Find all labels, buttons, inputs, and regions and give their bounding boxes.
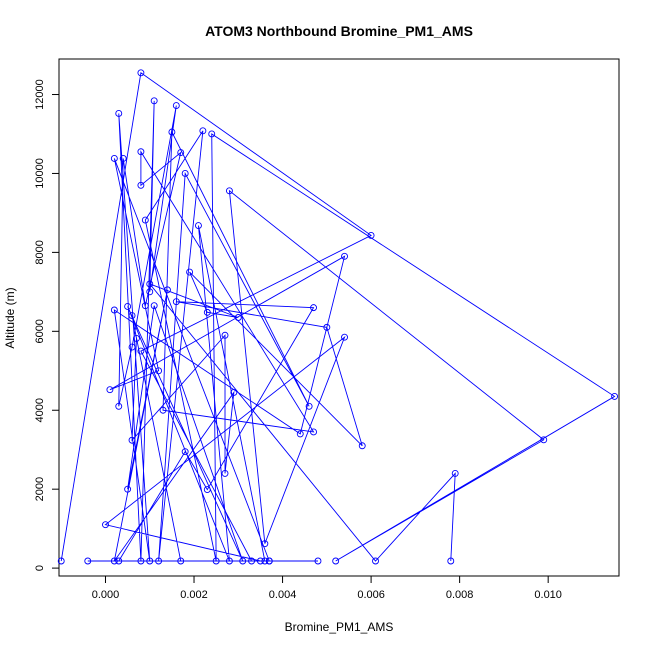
data-point [172, 298, 180, 306]
x-tick-label: 0.000 [92, 589, 120, 601]
data-point [203, 486, 211, 494]
data-point [234, 314, 242, 321]
chart-title: ATOM3 Northbound Bromine_PM1_AMS [205, 23, 473, 39]
data-point [124, 303, 132, 310]
y-axis-label: Altitude (m) [3, 287, 17, 348]
data-point [341, 252, 348, 260]
data-point [137, 181, 145, 189]
data-point [314, 557, 322, 565]
data-point [137, 69, 145, 77]
data-point [203, 308, 211, 316]
data-point [256, 557, 264, 565]
data-point [128, 343, 136, 351]
y-tick-label: 8000 [34, 240, 46, 264]
data-point [150, 302, 158, 310]
data-point [102, 521, 109, 529]
data-point [221, 331, 229, 339]
data-point [212, 557, 220, 565]
data-point [341, 333, 348, 341]
data-point [137, 557, 145, 565]
x-tick-label: 0.006 [357, 589, 385, 601]
data-point [159, 406, 167, 414]
x-tick-label: 0.010 [534, 589, 562, 601]
y-tick-label: 6000 [34, 319, 46, 343]
x-axis-label: Bromine_PM1_AMS [285, 620, 394, 634]
data-point [447, 557, 455, 565]
data-point [155, 367, 163, 375]
data-point [106, 386, 114, 394]
data-point [194, 222, 202, 230]
data-point [239, 557, 247, 565]
data-point [128, 312, 136, 319]
data-point [230, 389, 238, 396]
data-point [137, 347, 145, 355]
data-point [323, 323, 331, 331]
data-point [199, 127, 207, 135]
data-point [146, 288, 154, 296]
y-tick-label: 12000 [34, 79, 46, 110]
series-points [57, 69, 619, 565]
data-point [110, 154, 118, 162]
data-point [141, 302, 149, 310]
data-point [310, 428, 317, 436]
data-point [265, 557, 273, 565]
data-point [110, 557, 118, 565]
data-point [310, 304, 317, 312]
data-point [332, 557, 340, 565]
data-point [115, 557, 123, 565]
data-point [221, 469, 229, 477]
data-point [261, 540, 269, 548]
data-point [110, 306, 118, 314]
data-point [57, 557, 65, 565]
data-point [181, 169, 189, 177]
data-point [119, 154, 127, 162]
data-point [115, 110, 123, 117]
data-point [115, 402, 123, 410]
data-point [84, 557, 92, 565]
data-point [150, 97, 158, 105]
data-point [146, 557, 154, 565]
data-point [164, 286, 171, 294]
y-tick-label: 0 [34, 565, 46, 571]
data-point [141, 216, 149, 224]
data-point [358, 442, 366, 450]
data-point [540, 436, 548, 444]
data-point [133, 334, 140, 342]
data-point [372, 557, 379, 565]
data-point [208, 130, 216, 138]
data-point [611, 392, 619, 400]
data-point [155, 557, 163, 565]
y-tick-label: 2000 [34, 477, 46, 501]
x-tick-label: 0.008 [446, 589, 474, 601]
series-line [60, 72, 616, 562]
data-point [225, 557, 233, 565]
y-axis: 0 2000 4000 6000 8000 10000 12000 [34, 79, 60, 571]
data-point [451, 469, 459, 477]
data-point [146, 280, 154, 288]
x-axis: 0.000 0.002 0.004 0.006 0.008 0.010 [92, 575, 562, 601]
data-point [305, 402, 313, 410]
x-tick-label: 0.004 [269, 589, 297, 601]
data-point [172, 102, 180, 110]
x-tick-label: 0.002 [180, 589, 208, 601]
data-point [177, 149, 185, 156]
data-point [128, 436, 136, 444]
data-point [177, 557, 185, 565]
data-point [168, 128, 176, 136]
y-tick-label: 4000 [34, 398, 46, 422]
data-point [186, 268, 194, 276]
data-point [225, 187, 233, 195]
data-point [181, 448, 189, 456]
data-point [367, 231, 375, 239]
y-tick-label: 10000 [34, 158, 46, 189]
data-point [124, 485, 132, 493]
data-point [261, 557, 269, 565]
data-point [137, 148, 145, 156]
data-point [296, 430, 304, 438]
series-lines [60, 72, 616, 562]
data-point [248, 557, 256, 565]
